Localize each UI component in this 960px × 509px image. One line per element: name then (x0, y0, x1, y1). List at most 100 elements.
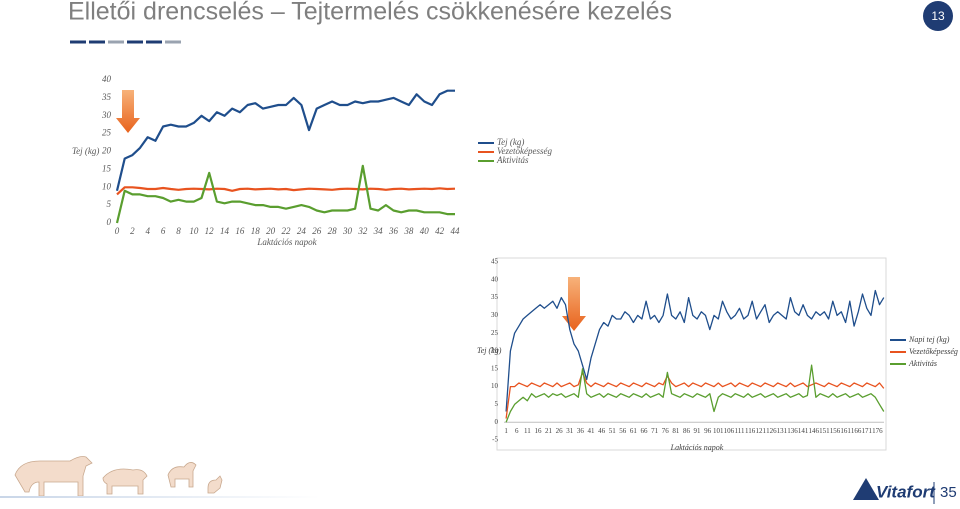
x-axis-label: Laktációs napok (670, 443, 724, 452)
x-tick-label: 22 (282, 226, 292, 236)
series-line (115, 89, 455, 192)
y-tick-label: 10 (102, 181, 112, 191)
slide-title: Elletői drencselés – Tejtermelés csökken… (68, 0, 672, 26)
series-line (115, 164, 455, 224)
animals (14, 456, 223, 497)
x-tick-label: 44 (451, 226, 461, 236)
y-tick-label: 30 (491, 311, 499, 319)
y-tick-label: 40 (102, 74, 112, 84)
x-tick-label: 146 (808, 427, 819, 435)
x-tick-label: 2 (130, 226, 135, 236)
y-tick-label: 15 (102, 163, 112, 173)
x-tick-label: 36 (388, 226, 399, 236)
x-tick-label: 71 (651, 427, 659, 435)
x-tick-label: 18 (251, 226, 261, 236)
x-tick-label: 161 (840, 427, 851, 435)
chart-frame (496, 257, 887, 451)
x-tick-label: 31 (566, 427, 574, 435)
y-tick-label: 20 (491, 347, 499, 355)
y-tick-label: 25 (491, 329, 499, 337)
x-tick-label: 16 (235, 226, 245, 236)
y-tick-label: 35 (101, 92, 112, 102)
logo-mark (853, 478, 879, 500)
x-tick-label: 11 (524, 427, 531, 435)
logo-name: Vitafort (876, 482, 936, 501)
y-tick-label: 45 (491, 258, 499, 266)
x-tick-label: 41 (587, 427, 595, 435)
x-tick-label: 61 (630, 427, 638, 435)
y-tick-label: 0 (495, 418, 499, 426)
x-axis-label: Laktációs napok (256, 237, 317, 247)
x-tick-label: 0 (115, 226, 120, 236)
x-tick-label: 4 (145, 226, 150, 236)
legend-label: Napi tej (kg) (908, 335, 950, 344)
x-tick-label: 14 (220, 226, 230, 236)
x-tick-label: 36 (577, 427, 585, 435)
x-tick-label: 28 (328, 226, 338, 236)
x-tick-label: 12 (205, 226, 215, 236)
y-tick-label: 40 (491, 275, 499, 283)
y-axis-label: Tej (kg) (72, 146, 99, 156)
x-tick-label: 176 (872, 427, 883, 435)
x-tick-label: 8 (176, 226, 181, 236)
series-line (116, 186, 456, 196)
x-tick-label: 6 (515, 427, 519, 435)
y-tick-label: 15 (491, 364, 499, 372)
x-tick-label: 141 (798, 427, 809, 435)
y-axis-label: Tej (kg) (477, 346, 502, 355)
x-tick-label: 156 (830, 427, 841, 435)
x-tick-label: 56 (619, 427, 627, 435)
x-tick-label: 76 (662, 427, 670, 435)
y-tick-label: 5 (495, 400, 499, 408)
x-tick-label: 151 (819, 427, 830, 435)
legend-label: Aktivitás (496, 155, 529, 165)
legend-label: Aktivitás (908, 359, 937, 368)
y-tick-label: -5 (492, 436, 498, 444)
y-tick-label: 25 (102, 128, 112, 138)
x-tick-label: 46 (598, 427, 606, 435)
footer-line (0, 496, 320, 498)
series-line (505, 371, 885, 419)
y-tick-label: 35 (491, 293, 499, 301)
y-tick-label: 30 (101, 110, 112, 120)
x-tick-label: 21 (545, 427, 553, 435)
x-tick-label: 126 (766, 427, 777, 435)
page-badge (923, 1, 953, 31)
y-tick-label: 5 (107, 199, 112, 209)
x-tick-label: 26 (556, 427, 564, 435)
y-tick-label: 0 (107, 217, 112, 227)
x-tick-label: 101 (713, 427, 724, 435)
x-tick-label: 91 (694, 427, 702, 435)
x-tick-label: 131 (777, 427, 788, 435)
x-tick-label: 26 (312, 226, 322, 236)
arrow (116, 90, 140, 133)
x-tick-label: 40 (420, 226, 430, 236)
x-tick-label: 51 (609, 427, 617, 435)
x-tick-label: 10 (189, 226, 199, 236)
y-tick-label: 20 (102, 146, 112, 156)
x-tick-label: 30 (342, 226, 353, 236)
x-tick-label: 38 (403, 226, 414, 236)
series-line (505, 289, 885, 412)
x-tick-label: 171 (862, 427, 873, 435)
x-tick-label: 16 (534, 427, 542, 435)
x-tick-label: 1 (504, 427, 508, 435)
x-tick-label: 6 (161, 226, 166, 236)
x-tick-label: 34 (373, 226, 384, 236)
x-tick-label: 166 (851, 427, 862, 435)
legend-label: Vezetőképesség (909, 347, 958, 356)
logo-years: 35 (940, 484, 957, 501)
x-tick-label: 86 (683, 427, 691, 435)
x-tick-label: 42 (435, 226, 445, 236)
x-tick-label: 20 (266, 226, 276, 236)
x-tick-label: 106 (724, 427, 735, 435)
series-line (505, 364, 885, 423)
y-tick-label: 10 (491, 382, 499, 390)
x-tick-label: 32 (357, 226, 368, 236)
x-tick-label: 81 (672, 427, 680, 435)
x-tick-label: 24 (297, 226, 307, 236)
x-tick-label: 136 (787, 427, 798, 435)
x-tick-label: 121 (755, 427, 766, 435)
x-tick-label: 111 (734, 427, 744, 435)
